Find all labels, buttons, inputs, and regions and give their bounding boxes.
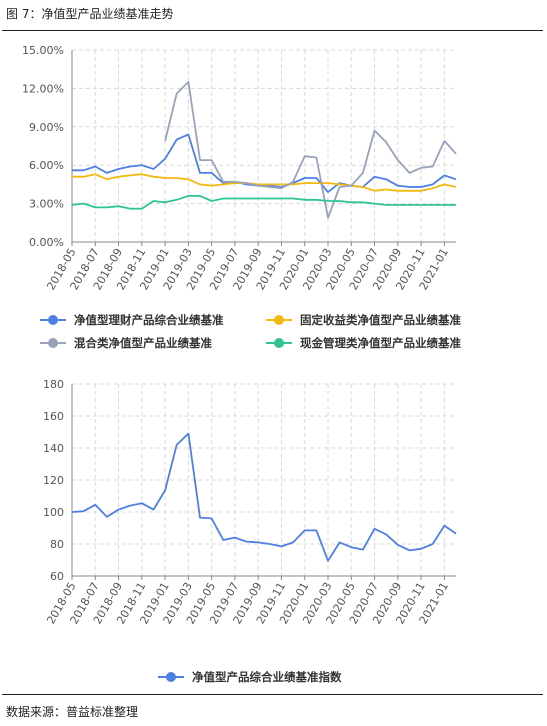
source-note: 数据来源：普益标准整理 (6, 705, 139, 719)
legend-label-4: 现金管理类净值型产品业绩基准 (300, 336, 461, 350)
y-tick-label: 3.00% (29, 198, 64, 211)
series-line-3 (164, 81, 457, 219)
y-tick-label: 60 (50, 570, 64, 583)
legend-marker-2 (274, 315, 284, 325)
legend-marker-4 (274, 338, 284, 348)
y-tick-label: 180 (43, 380, 64, 391)
y-tick-label: 0.00% (29, 236, 64, 249)
y-tick-label: 6.00% (29, 159, 64, 172)
legend-label-1: 净值型产品综合业绩基准指数 (192, 670, 342, 684)
line-chart-index: 60801001201401601802018-052018-072018-09… (43, 380, 457, 684)
y-tick-label: 80 (50, 538, 64, 551)
legend-label-1: 净值型理财产品综合业绩基准 (74, 313, 224, 327)
y-tick-label: 12.00% (22, 82, 64, 95)
series-line-4 (71, 195, 456, 210)
legend-label-3: 混合类净值型产品业绩基准 (74, 336, 212, 350)
bottom-rule (2, 694, 543, 695)
y-tick-label: 100 (43, 506, 64, 519)
y-tick-label: 15.00% (22, 44, 64, 57)
line-chart-yields: 0.00%3.00%6.00%9.00%12.00%15.00%2018-052… (22, 44, 461, 350)
y-tick-label: 9.00% (29, 121, 64, 134)
legend-label-2: 固定收益类净值型产品业绩基准 (300, 313, 461, 327)
top-rule (2, 30, 543, 31)
figure-title: 图 7：净值型产品业绩基准走势 (6, 7, 174, 21)
y-tick-label: 140 (43, 442, 64, 455)
y-tick-label: 120 (43, 474, 64, 487)
y-tick-label: 160 (43, 410, 64, 423)
legend-marker-3 (48, 338, 58, 348)
legend-marker-1 (166, 672, 176, 682)
series-line-1 (72, 133, 457, 193)
legend-marker-1 (48, 315, 58, 325)
series-line-2 (72, 173, 457, 192)
series-line-1 (71, 432, 457, 562)
